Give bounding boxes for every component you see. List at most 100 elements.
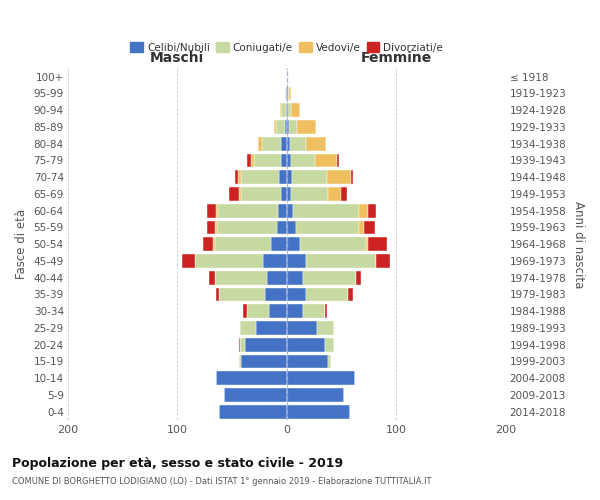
Bar [215, 271, 267, 284]
Bar [303, 271, 356, 284]
Bar [218, 204, 278, 218]
Bar [341, 187, 347, 201]
Bar [286, 104, 287, 117]
Legend: Celibi/Nubili, Coniugati/e, Vedovi/e, Divorziati/e: Celibi/Nubili, Coniugati/e, Vedovi/e, Di… [126, 38, 448, 57]
Bar [182, 254, 195, 268]
Bar [239, 338, 240, 351]
Bar [293, 204, 359, 218]
Y-axis label: Anni di nascita: Anni di nascita [572, 200, 585, 288]
Bar [307, 137, 326, 150]
Bar [280, 104, 281, 117]
Bar [287, 388, 344, 402]
Bar [300, 238, 365, 251]
Text: Femmine: Femmine [361, 51, 432, 65]
Bar [278, 204, 287, 218]
Bar [284, 86, 286, 101]
Bar [215, 238, 271, 251]
Bar [247, 304, 269, 318]
Bar [296, 220, 359, 234]
Bar [287, 354, 328, 368]
Bar [351, 170, 353, 184]
Bar [287, 137, 290, 150]
Bar [217, 220, 277, 234]
Bar [235, 170, 238, 184]
Bar [287, 104, 288, 117]
Bar [256, 321, 287, 335]
Bar [267, 271, 287, 284]
Bar [287, 304, 303, 318]
Bar [365, 238, 368, 251]
Bar [265, 288, 287, 302]
Bar [224, 388, 287, 402]
Bar [287, 254, 307, 268]
Bar [303, 304, 325, 318]
Bar [281, 154, 287, 168]
Bar [203, 238, 214, 251]
Text: COMUNE DI BORGHETTO LODIGIANO (LO) - Dati ISTAT 1° gennaio 2019 - Elaborazione T: COMUNE DI BORGHETTO LODIGIANO (LO) - Dat… [12, 478, 431, 486]
Bar [364, 220, 376, 234]
Bar [262, 137, 281, 150]
Bar [287, 154, 291, 168]
Bar [289, 120, 296, 134]
Bar [207, 220, 215, 234]
Bar [288, 104, 291, 117]
Bar [215, 220, 217, 234]
Bar [289, 86, 291, 101]
Bar [195, 254, 263, 268]
Bar [287, 220, 296, 234]
Bar [239, 354, 241, 368]
Bar [287, 86, 288, 101]
Bar [254, 154, 281, 168]
Bar [327, 170, 351, 184]
Bar [287, 405, 350, 418]
Bar [281, 137, 287, 150]
Bar [219, 288, 265, 302]
Bar [281, 104, 286, 117]
Bar [315, 154, 337, 168]
Bar [281, 187, 287, 201]
Bar [325, 304, 327, 318]
Bar [274, 120, 276, 134]
Bar [328, 354, 331, 368]
Bar [240, 338, 245, 351]
Text: Popolazione per età, sesso e stato civile - 2019: Popolazione per età, sesso e stato civil… [12, 458, 343, 470]
Bar [356, 271, 361, 284]
Y-axis label: Fasce di età: Fasce di età [15, 209, 28, 280]
Bar [337, 154, 339, 168]
Bar [317, 321, 334, 335]
Bar [288, 86, 289, 101]
Bar [209, 271, 215, 284]
Bar [359, 220, 364, 234]
Bar [292, 170, 327, 184]
Bar [287, 372, 355, 385]
Bar [287, 187, 291, 201]
Bar [291, 187, 328, 201]
Bar [240, 321, 256, 335]
Bar [259, 137, 262, 150]
Bar [290, 137, 307, 150]
Bar [348, 288, 353, 302]
Bar [251, 154, 254, 168]
Bar [229, 187, 239, 201]
Bar [328, 187, 341, 201]
Bar [359, 204, 368, 218]
Bar [271, 238, 287, 251]
Bar [287, 120, 289, 134]
Bar [291, 154, 315, 168]
Bar [368, 238, 388, 251]
Bar [241, 354, 287, 368]
Bar [296, 120, 316, 134]
Bar [243, 304, 247, 318]
Bar [241, 187, 281, 201]
Bar [269, 304, 287, 318]
Bar [215, 288, 219, 302]
Bar [287, 204, 293, 218]
Bar [368, 204, 376, 218]
Bar [291, 104, 300, 117]
Bar [287, 338, 325, 351]
Bar [239, 187, 241, 201]
Bar [307, 254, 376, 268]
Bar [287, 238, 300, 251]
Bar [245, 338, 287, 351]
Bar [286, 86, 287, 101]
